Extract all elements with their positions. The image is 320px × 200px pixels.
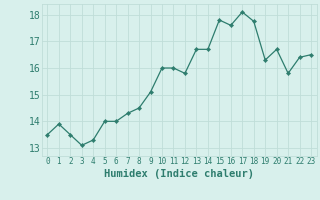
X-axis label: Humidex (Indice chaleur): Humidex (Indice chaleur) bbox=[104, 169, 254, 179]
